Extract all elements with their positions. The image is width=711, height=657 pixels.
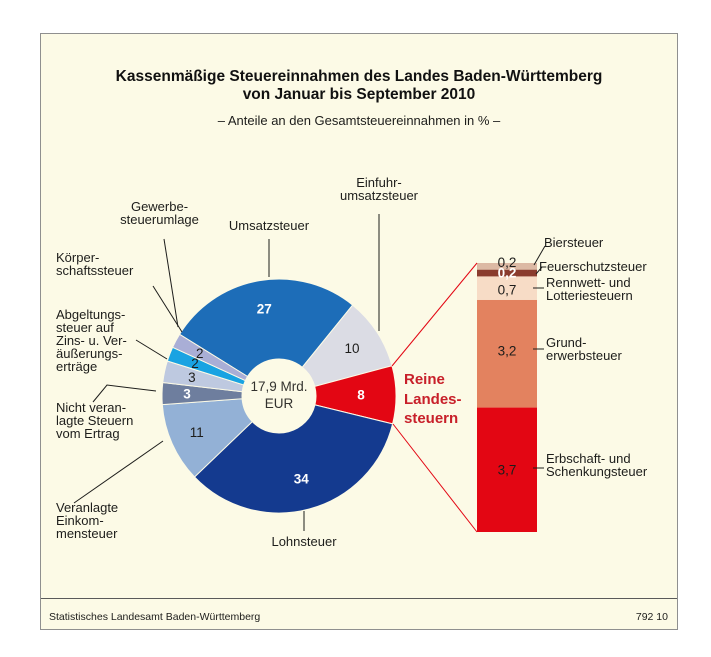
bar-segment-biersteuer	[477, 263, 537, 270]
chart-title: Kassenmäßige Steuereinnahmen des Landes …	[41, 68, 677, 103]
leader-nicht-veranlagte	[92, 384, 157, 403]
bar-value-grunderwerbsteuer: 3,2	[498, 343, 517, 358]
highlight-connector-bottom	[392, 423, 478, 533]
label-reine-landessteuern: Reine Landes- steuern	[404, 371, 462, 427]
bar-value-rennwett-und-lotteriesteuern: 0,7	[498, 283, 517, 298]
pie-value-abgeltungssteuer-auf-zins-u-veraeusserungsertraege: 3	[188, 370, 196, 385]
label-grunderwerbsteuer: Grund- erwerbsteuer	[546, 335, 622, 363]
pie-value-veranlagte-einkommensteuer: 11	[190, 425, 204, 440]
chart-subtitle: – Anteile an den Gesamtsteuereinnahmen i…	[217, 113, 501, 128]
label-veranlagte-einkommensteuer: Veranlagte Einkom- mensteuer	[56, 500, 119, 541]
tick-biersteuer	[533, 245, 546, 266]
chart-panel: 27 10 8 34 11 3 3 2 2 0,2 0,2 0,7 3,2 3,7 Kassenmäßig…	[40, 33, 678, 630]
footer-code: 792 10	[635, 611, 668, 623]
label-umsatzsteuer: Umsatzsteuer	[228, 218, 310, 233]
pie-value-lohnsteuer: 34	[294, 472, 310, 487]
bar-value-feuerschutzsteuer: 0,2	[498, 266, 517, 281]
leader-abgeltungssteuer	[135, 339, 168, 360]
footer-source: Statistisches Landesamt Baden-Württember…	[49, 611, 261, 623]
bar-segment-erbschaft-und-schenkungsteuer	[477, 407, 537, 532]
pie-slice-gewerbesteuerumlage	[171, 333, 249, 382]
footer-divider	[41, 598, 677, 599]
chart-title-line2: von Januar bis September 2010	[242, 85, 476, 103]
leader-gewerbesteuerumlage	[163, 238, 179, 328]
label-einfuhrumsatzsteuer: Einfuhr- umsatzsteuer	[339, 175, 419, 203]
leader-veranlagte	[73, 440, 164, 504]
donut-hole-total: 17,9 Mrd. EUR	[250, 379, 308, 411]
label-erbschaft-schenkungsteuer: Erbschaft- und Schenkungsteuer	[546, 451, 648, 479]
bar-value-erbschaft-und-schenkungsteuer: 3,7	[498, 462, 517, 477]
label-lohnsteuer: Lohnsteuer	[271, 534, 337, 549]
bar-segment-grunderwerbsteuer	[477, 299, 537, 408]
pie-value-einfuhrumsatzsteuer: 10	[344, 341, 359, 356]
pie-value-reine-landessteuern: 8	[357, 388, 365, 403]
pie-value-umsatzsteuer: 27	[257, 302, 272, 317]
pie-value-gewerbesteuerumlage: 2	[196, 346, 204, 361]
label-biersteuer: Biersteuer	[544, 235, 604, 250]
bar-segment-feuerschutzsteuer	[477, 269, 537, 277]
label-gewerbesteuerumlage: Gewerbe- steuerumlage	[120, 199, 199, 227]
label-rennwett-lotteriesteuern: Rennwett- und Lotteriesteuern	[546, 275, 633, 303]
highlight-connector-top	[391, 262, 478, 367]
tick-feuerschutzsteuer	[535, 266, 543, 275]
bar-value-biersteuer: 0,2	[498, 255, 517, 270]
pie-slice-lohnsteuer	[193, 404, 394, 514]
bar-segment-rennwett-und-lotteriesteuern	[477, 276, 537, 300]
label-nicht-veranlagte-steuern: Nicht veran- lagte Steuern vom Ertrag	[56, 400, 134, 441]
pie-value-koerperschaftssteuer: 2	[191, 356, 199, 371]
label-feuerschutzsteuer: Feuerschutzsteuer	[539, 259, 647, 274]
pie-slice-umsatzsteuer	[178, 278, 354, 378]
pie-value-nicht-veranlagte-steuern-vom-ertrag: 3	[183, 387, 191, 402]
label-abgeltungssteuer: Abgeltungs- steuer auf Zins- u. Ver- äuß…	[56, 307, 127, 374]
chart-title-line1: Kassenmäßige Steuereinnahmen des Landes …	[115, 68, 603, 85]
leader-koerperschaftssteuer	[152, 285, 183, 333]
label-koerperschaftssteuer: Körper- schaftssteuer	[56, 250, 134, 278]
